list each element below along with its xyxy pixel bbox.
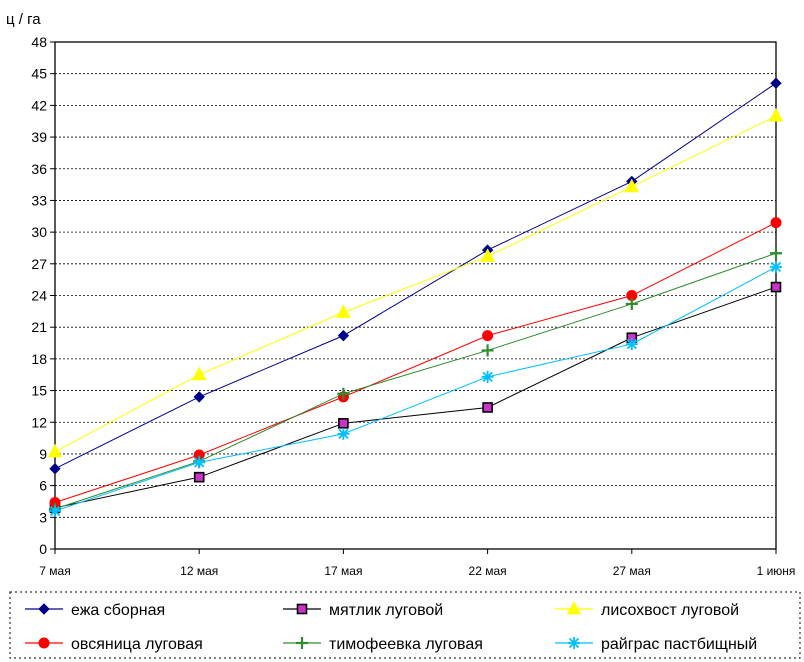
legend-item: мятлик луговой <box>283 602 443 619</box>
legend-item: тимофеевка луговая <box>283 636 483 653</box>
series-3 <box>47 107 784 458</box>
legend-label: мятлик луговой <box>329 602 443 619</box>
data-point <box>770 281 782 293</box>
y-tick-label: 42 <box>31 97 47 113</box>
y-tick-label: 21 <box>31 319 47 335</box>
y-tick-label: 33 <box>31 192 47 208</box>
data-point <box>296 603 308 615</box>
series-line <box>54 115 777 453</box>
y-tick-label: 30 <box>31 224 47 240</box>
y-tick-label: 45 <box>31 66 47 82</box>
legend-item: лисохвост луговой <box>555 600 739 619</box>
data-point <box>337 387 350 400</box>
y-tick-label: 48 <box>31 34 47 50</box>
series-group <box>47 77 784 517</box>
data-point <box>768 107 784 122</box>
data-point <box>770 247 782 260</box>
data-point <box>481 344 494 357</box>
data-point <box>193 391 205 403</box>
x-tick-label: 17 мая <box>324 564 362 578</box>
data-point <box>481 370 494 383</box>
legend-item: овсяница луговая <box>25 636 203 653</box>
data-point <box>191 366 207 381</box>
y-tick-label: 12 <box>31 414 47 430</box>
x-tick-label: 12 мая <box>180 564 218 578</box>
data-point <box>770 217 782 229</box>
legend-label: райграс пастбищный <box>601 636 757 653</box>
y-tick-label: 39 <box>31 129 47 145</box>
series-line <box>54 266 777 512</box>
data-point <box>566 600 582 615</box>
y-axis-unit-label: ц / га <box>6 11 41 28</box>
series-6 <box>49 260 782 517</box>
series-line <box>54 82 777 470</box>
series-line <box>54 222 777 503</box>
data-point <box>49 504 61 517</box>
y-tick-label: 15 <box>31 383 47 399</box>
legend-label: тимофеевка луговая <box>329 636 483 653</box>
data-point <box>336 304 351 318</box>
x-tick-label: 22 мая <box>469 564 507 578</box>
y-tick-label: 24 <box>31 288 47 304</box>
grid-lines <box>55 73 776 518</box>
data-point <box>480 248 495 262</box>
legend: ежа сборная мятлик луговой лисохвост лугов… <box>25 600 757 653</box>
data-point <box>338 418 349 429</box>
data-point <box>38 637 50 649</box>
data-point <box>296 637 308 649</box>
y-tick-label: 36 <box>31 161 47 177</box>
legend-label: лисохвост луговой <box>601 602 739 619</box>
legend-item: райграс пастбищный <box>555 636 757 653</box>
y-tick-label: 6 <box>39 478 47 494</box>
data-point <box>625 297 638 310</box>
data-point <box>624 178 640 193</box>
x-tick-label: 27 мая <box>613 564 651 578</box>
y-tick-label: 18 <box>31 351 47 367</box>
data-point <box>770 77 782 89</box>
data-point <box>47 443 63 458</box>
data-point <box>193 471 205 483</box>
data-point <box>49 463 61 475</box>
plot-area <box>54 41 777 550</box>
y-tick-label: 9 <box>39 446 47 462</box>
series-4 <box>49 217 782 509</box>
y-tick-label: 27 <box>31 256 47 272</box>
data-point <box>482 330 494 342</box>
series-line <box>54 252 777 510</box>
data-point <box>337 427 350 440</box>
x-axis-ticks: 7 мая 12 мая 17 мая 22 мая 27 мая 1 июня <box>39 549 795 578</box>
data-point <box>193 456 206 469</box>
y-tick-label: 0 <box>39 541 47 557</box>
data-point <box>568 637 580 649</box>
legend-label: ежа сборная <box>71 602 165 619</box>
data-point <box>482 402 493 413</box>
y-tick-label: 3 <box>39 509 47 525</box>
data-point <box>770 260 782 273</box>
x-tick-label: 1 июня <box>757 564 796 578</box>
data-point <box>625 338 638 351</box>
legend-box <box>9 591 801 659</box>
legend-item: ежа сборная <box>25 602 165 619</box>
legend-label: овсяница луговая <box>71 636 203 653</box>
data-point <box>38 603 50 615</box>
x-tick-label: 7 мая <box>39 564 70 578</box>
series-line <box>54 286 777 509</box>
series-5 <box>49 247 782 515</box>
data-point <box>337 329 350 342</box>
series-2 <box>49 281 782 514</box>
